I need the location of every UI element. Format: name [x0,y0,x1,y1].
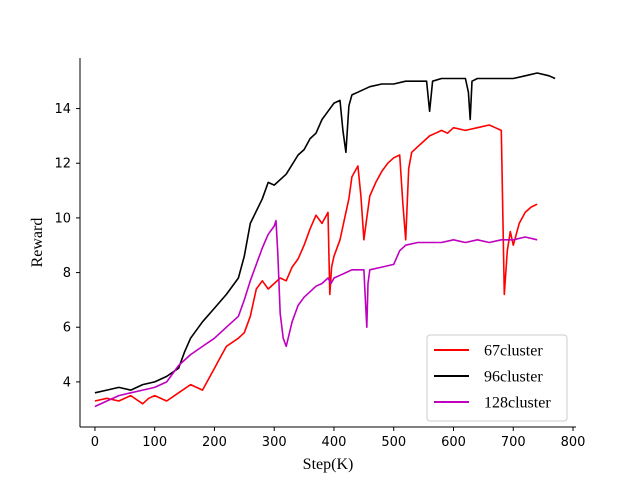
y-tick-label: 10 [54,211,71,226]
x-tick-label: 700 [501,435,526,450]
series-line-67cluster [94,124,538,405]
series-layer [94,72,556,408]
x-tick-label: 600 [441,435,466,450]
series-line-128cluster [94,219,538,408]
x-tick-label: 100 [142,435,167,450]
y-tick-label: 4 [63,375,71,390]
series-line-96cluster [94,72,556,394]
x-tick-label: 200 [202,435,227,450]
legend-box [426,334,568,422]
x-tick-label: 300 [262,435,287,450]
legend-label: 67cluster [484,343,543,360]
x-tick-label: 0 [91,435,99,450]
legend-label: 96cluster [484,369,543,386]
x-tick-label: 500 [381,435,406,450]
axes-layer [79,58,576,428]
legend-label: 128cluster [484,395,551,412]
legend: 67cluster 96cluster 128cluster [426,334,568,422]
ticks-layer: 0 100 200 300 400 500 600 700 800 4 6 8 10 12 14 [54,102,585,450]
y-axis-title: Reward [29,218,46,268]
y-tick-label: 6 [63,321,71,336]
y-tick-label: 12 [54,157,71,172]
x-tick-label: 400 [322,435,347,450]
y-tick-label: 8 [63,266,71,281]
x-axis-title: Step(K) [303,456,354,473]
y-tick-label: 14 [54,102,71,117]
x-tick-label: 800 [561,435,586,450]
